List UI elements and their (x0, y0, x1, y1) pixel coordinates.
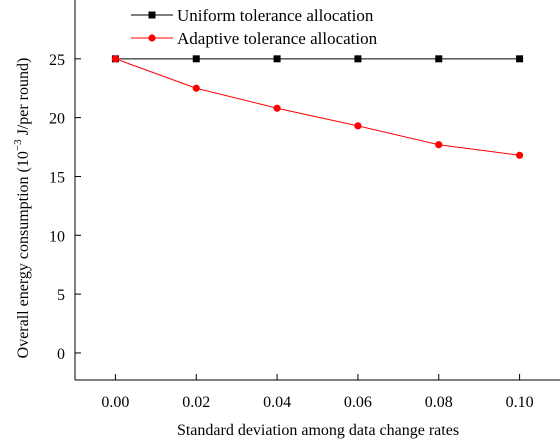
x-tick-label-3: 0.06 (344, 394, 372, 411)
legend-item-0: Uniform tolerance allocation (131, 6, 374, 25)
series-1-point-1 (192, 84, 200, 92)
series-1-point-4 (435, 141, 443, 149)
series-1-line (115, 58, 520, 156)
series-layer (111, 55, 524, 159)
series-0 (111, 55, 524, 63)
legend: Uniform tolerance allocation Adaptive tol… (131, 6, 378, 48)
series-0-point-4 (435, 55, 443, 63)
x-tick-label-2: 0.04 (263, 394, 291, 411)
series-1-point-3 (354, 122, 362, 130)
y-axis-label-main: Overall energy consumption (10 (15, 151, 32, 358)
series-0-point-5 (516, 55, 524, 63)
y-axis-label-tail: J/per round) (15, 58, 32, 140)
y-tick-label-3: 15 (49, 169, 65, 186)
series-1 (111, 55, 524, 159)
axes (74, 0, 560, 381)
y-axis-label: Overall energy consumption (10−3 J/per r… (12, 58, 32, 359)
series-0-point-3 (354, 55, 362, 63)
legend-item-1: Adaptive tolerance allocation (131, 29, 378, 48)
y-axis-label-exponent: −3 (12, 139, 24, 151)
legend-label-0: Uniform tolerance allocation (177, 6, 374, 25)
y-tick-label-4: 20 (49, 111, 65, 128)
y-tick-label-0: 0 (57, 346, 65, 363)
series-0-point-1 (192, 55, 200, 63)
y-ticks: 0 5 10 15 20 25 (49, 52, 81, 363)
x-tick-label-0: 0.00 (101, 394, 129, 411)
x-tick-label-1: 0.02 (182, 394, 210, 411)
y-tick-label-5: 25 (49, 52, 65, 69)
series-0-point-2 (273, 55, 281, 63)
x-ticks: 0.00 0.02 0.04 0.06 0.08 0.10 (101, 374, 534, 411)
legend-swatch-marker-1 (148, 34, 156, 42)
series-1-point-5 (515, 151, 524, 159)
x-tick-label-4: 0.08 (425, 394, 453, 411)
series-1-point-2 (273, 104, 281, 112)
legend-swatch-marker-0 (148, 11, 156, 19)
x-tick-label-5: 0.10 (506, 394, 534, 411)
legend-label-1: Adaptive tolerance allocation (177, 29, 378, 48)
y-tick-label-2: 10 (49, 228, 65, 245)
series-1-point-0 (111, 55, 120, 63)
x-axis-label: Standard deviation among data change rat… (177, 422, 459, 439)
y-tick-label-1: 5 (57, 287, 65, 304)
